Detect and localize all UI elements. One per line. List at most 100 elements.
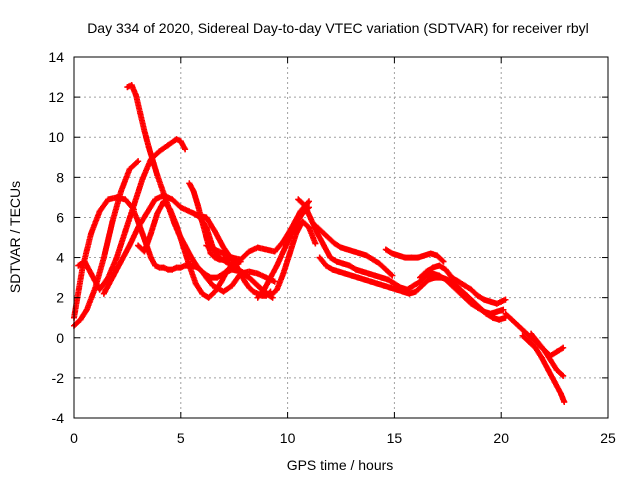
- data-point: [109, 218, 116, 225]
- data-point: [414, 254, 421, 261]
- data-point: [156, 148, 163, 155]
- data-point: [374, 280, 381, 287]
- data-point: [143, 210, 150, 217]
- data-point: [382, 266, 389, 273]
- data-point: [186, 180, 193, 187]
- data-point: [261, 286, 268, 293]
- data-point: [135, 242, 142, 249]
- data-point: [117, 258, 124, 265]
- data-point: [455, 278, 462, 285]
- data-point: [211, 246, 218, 253]
- data-point: [126, 166, 133, 173]
- data-point: [237, 256, 244, 263]
- data-point: [389, 272, 396, 279]
- data-point: [338, 244, 344, 251]
- data-point: [177, 138, 184, 145]
- data-point: [376, 260, 383, 267]
- data-point: [182, 146, 189, 153]
- data-point: [474, 292, 481, 299]
- data-point: [100, 290, 107, 297]
- data-point: [147, 230, 154, 237]
- data-point: [344, 246, 351, 253]
- data-point: [235, 266, 242, 273]
- data-point: [493, 308, 500, 315]
- data-point: [461, 282, 468, 289]
- data-point: [464, 292, 471, 299]
- data-point: [207, 250, 214, 257]
- data-point: [468, 286, 475, 293]
- data-point: [340, 260, 347, 267]
- x-tick-label: 0: [70, 430, 78, 446]
- data-point: [444, 276, 451, 283]
- plot-frame: [73, 56, 609, 419]
- data-point: [179, 242, 186, 249]
- data-point: [382, 246, 389, 253]
- data-point: [502, 310, 509, 317]
- data-point: [342, 270, 349, 277]
- data-point: [229, 262, 236, 269]
- data-point: [502, 296, 509, 303]
- data-point: [197, 214, 204, 221]
- data-point: [254, 244, 261, 251]
- data-point: [128, 82, 135, 89]
- data-point: [177, 264, 184, 271]
- data-point: [280, 248, 287, 255]
- data-point: [384, 276, 391, 283]
- data-point: [154, 210, 161, 217]
- data-point: [192, 280, 199, 287]
- data-point: [305, 224, 312, 231]
- data-point: [521, 328, 528, 335]
- axis-ticks: 0 5 10 15 20 25 -4 -2 0 2 4 6 8 10 12 14: [48, 49, 616, 446]
- data-point: [220, 250, 227, 257]
- data-point: [553, 366, 560, 373]
- data-point: [500, 306, 507, 313]
- data-point: [410, 282, 417, 289]
- data-point: [122, 196, 129, 203]
- data-point: [154, 172, 161, 179]
- x-tick-label: 25: [600, 430, 616, 446]
- data-point: [560, 372, 567, 379]
- data-point: [96, 286, 103, 293]
- data-point: [248, 276, 255, 283]
- data-point: [515, 322, 522, 329]
- data-point: [216, 254, 223, 261]
- data-point: [427, 250, 434, 257]
- data-point: [380, 282, 387, 289]
- data-point: [160, 198, 167, 205]
- data-point: [147, 156, 154, 163]
- data-point: [130, 202, 137, 209]
- y-tick-label: 10: [48, 129, 64, 145]
- data-point: [558, 390, 565, 397]
- data-point: [158, 184, 165, 191]
- data-point: [273, 262, 280, 269]
- data-point: [350, 248, 357, 255]
- x-tick-label: 20: [493, 430, 509, 446]
- data-point: [211, 288, 218, 295]
- series-satellite-track-11: [254, 204, 312, 301]
- data-point: [417, 274, 424, 281]
- x-tick-label: 15: [387, 430, 403, 446]
- data-point: [305, 198, 312, 205]
- y-tick-label: -4: [52, 410, 65, 426]
- data-point: [331, 240, 338, 247]
- data-point: [423, 268, 430, 275]
- data-point: [167, 206, 174, 213]
- data-point: [329, 266, 336, 273]
- data-point: [152, 196, 159, 203]
- data-point: [203, 214, 210, 221]
- data-point: [372, 272, 379, 279]
- data-point: [81, 258, 88, 265]
- data-point: [75, 262, 82, 269]
- data-point: [363, 252, 370, 259]
- data-point: [402, 254, 409, 261]
- data-point: [301, 202, 308, 209]
- data-point: [96, 208, 103, 215]
- data-point: [173, 136, 180, 143]
- data-point: [408, 254, 415, 261]
- data-point: [312, 240, 319, 247]
- data-point: [145, 144, 152, 151]
- data-point: [525, 338, 532, 345]
- data-point: [177, 204, 184, 211]
- data-point: [496, 316, 503, 323]
